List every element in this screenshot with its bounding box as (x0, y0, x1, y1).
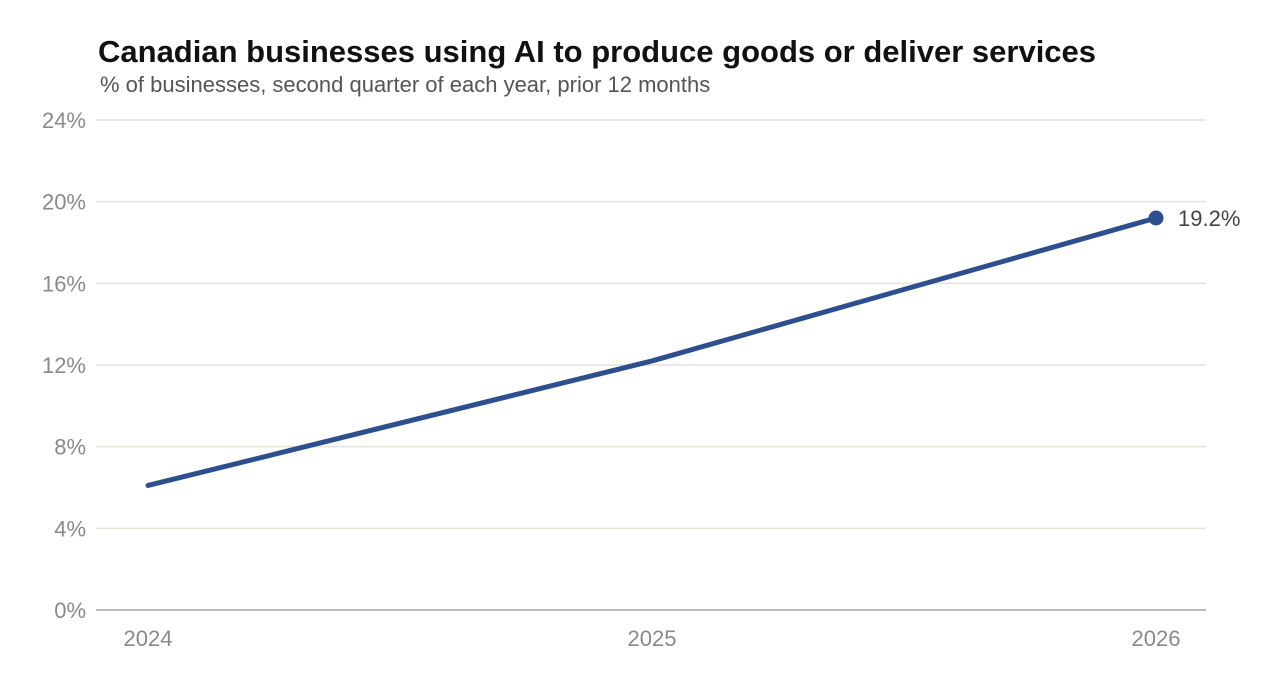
series-lines (145, 210, 1164, 488)
y-tick-label: 8% (54, 435, 86, 460)
end-point-marker (1148, 210, 1164, 226)
x-axis-tick-labels: 2024 2025 2026 (124, 626, 1181, 651)
y-tick-label: 20% (42, 190, 86, 215)
chart-subtitle: % of businesses, second quarter of each … (100, 72, 711, 97)
data-labels: 19.2% (1178, 206, 1240, 231)
y-tick-label: 12% (42, 353, 86, 378)
series-line (145, 215, 1159, 488)
gridlines (96, 119, 1206, 611)
x-tick-label: 2025 (628, 626, 677, 651)
chart-title: Canadian businesses using AI to produce … (98, 34, 1097, 69)
y-tick-label: 16% (42, 271, 86, 296)
x-tick-label: 2026 (1132, 626, 1181, 651)
y-tick-label: 0% (54, 598, 86, 623)
y-tick-label: 24% (42, 108, 86, 133)
end-value-label: 19.2% (1178, 206, 1240, 231)
y-axis-tick-labels: 0% 4% 8% 12% 16% 20% 24% (42, 108, 86, 623)
x-tick-label: 2024 (124, 626, 173, 651)
y-tick-label: 4% (54, 516, 86, 541)
